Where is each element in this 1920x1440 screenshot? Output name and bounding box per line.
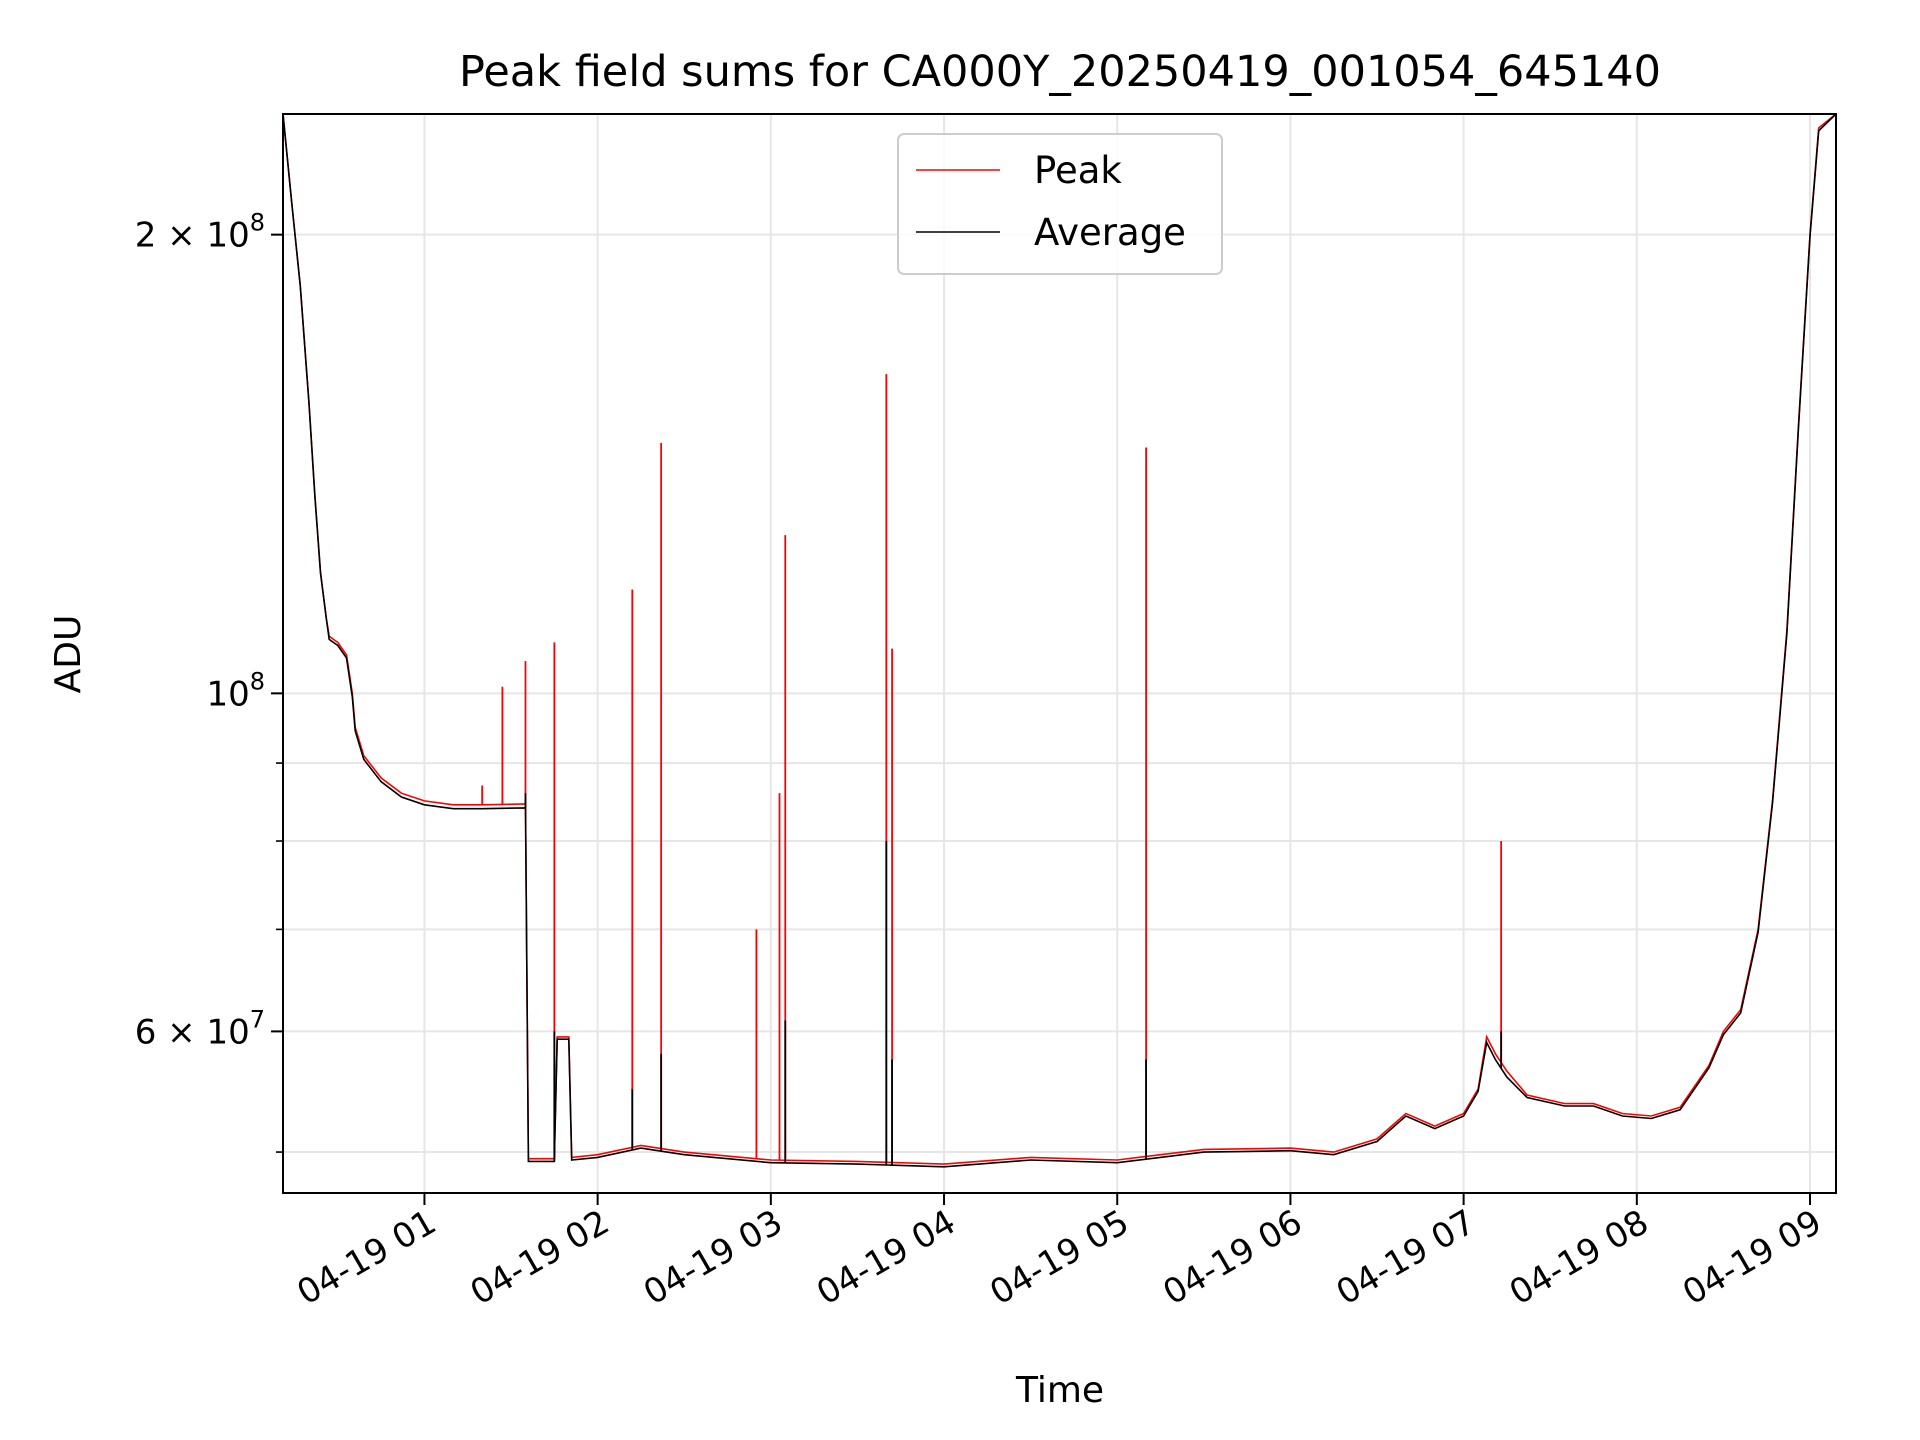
x-axis-title: Time xyxy=(1015,1370,1104,1411)
y-tick-label-base: 10 xyxy=(206,674,249,714)
chart-title: Peak field sums for CA000Y_20250419_0010… xyxy=(459,47,1661,97)
y-tick-label-exponent: 8 xyxy=(250,209,265,237)
series-layer xyxy=(282,113,1837,1168)
y-tick-label-base: 6 × 10 xyxy=(135,1012,250,1052)
y-tick-label: 6 × 107 xyxy=(135,1005,265,1052)
spikes-average xyxy=(524,793,1503,1166)
legend-label-average: Average xyxy=(1034,211,1186,254)
legend-label-peak: Peak xyxy=(1034,149,1122,192)
y-tick-label: 108 xyxy=(206,667,265,714)
y-tick-label-base: 2 × 10 xyxy=(135,216,250,256)
y-axis-title: ADU xyxy=(48,615,89,694)
legend-box xyxy=(897,133,1223,275)
plot-frame xyxy=(282,113,1837,1194)
y-tick-label-exponent: 8 xyxy=(250,667,265,695)
y-tick-label: 2 × 108 xyxy=(135,209,265,256)
y-tick-label-exponent: 7 xyxy=(250,1005,265,1033)
legend: Peak Average xyxy=(897,133,1223,275)
series-line-average xyxy=(282,113,1837,1168)
